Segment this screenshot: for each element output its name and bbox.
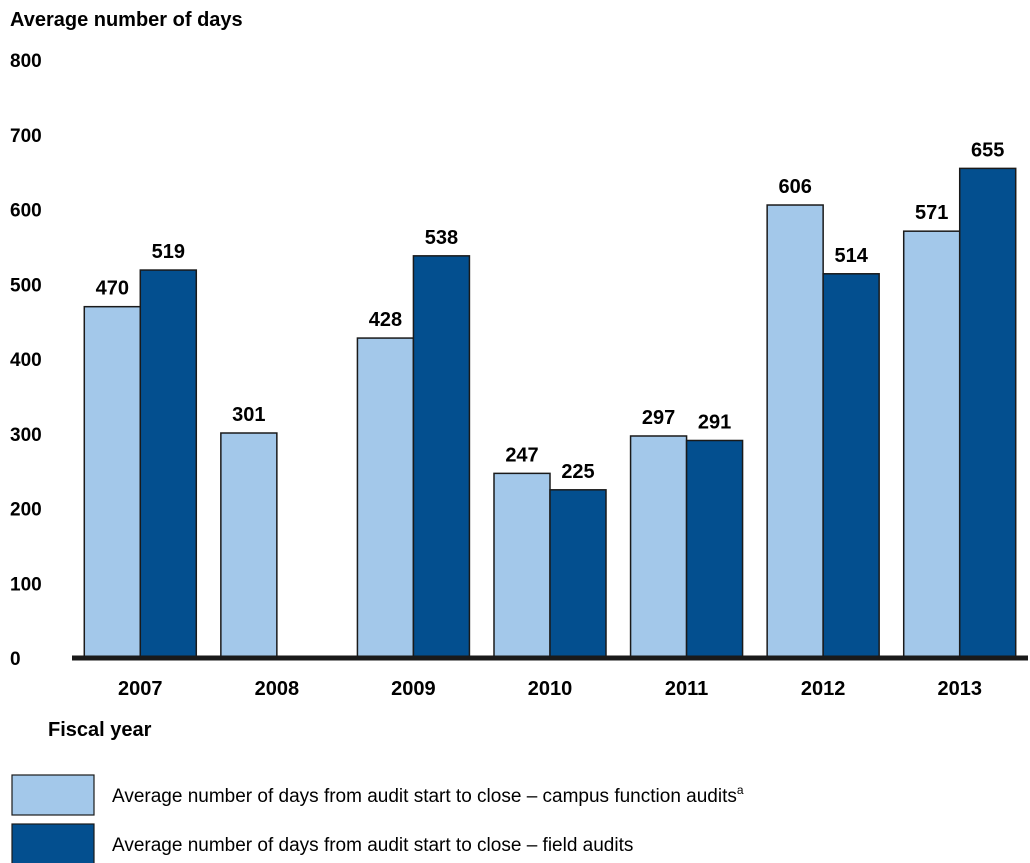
y-axis-title: Average number of days: [10, 9, 243, 31]
x-axis-ticks: 2007 2008 2009 2010 2011 2012 2013: [118, 678, 982, 700]
legend-label-campus-text: Average number of days from audit start …: [112, 786, 737, 807]
legend: Average number of days from audit start …: [11, 774, 744, 863]
data-label-2013-campus: 571: [915, 202, 948, 224]
data-label-2013-field: 655: [971, 139, 1004, 161]
bar-2010-field: [549, 489, 607, 659]
y-tick-label: 500: [10, 275, 42, 296]
x-tick-label-2009: 2009: [391, 678, 436, 700]
bar-2013-campus: [902, 230, 961, 659]
x-tick-label-2010: 2010: [528, 678, 573, 700]
data-labels: 470 519 301 428 538 247 225 297 291 606 514 571 655: [96, 139, 1005, 482]
bar-2011-field: [685, 439, 744, 659]
y-tick-label: 800: [10, 51, 42, 72]
data-label-2010-field: 225: [561, 461, 594, 483]
bar-2007-field: [139, 269, 198, 659]
bar-2008-campus: [220, 432, 278, 659]
data-label-2012-field: 514: [834, 245, 868, 267]
data-label-2012-campus: 606: [778, 176, 811, 198]
data-label-2007-field: 519: [152, 241, 185, 263]
bar-2010-campus: [493, 472, 551, 659]
legend-label-field: Average number of days from audit start …: [112, 835, 633, 856]
x-axis-title: Fiscal year: [48, 719, 152, 741]
y-axis-ticks: 0 100 200 300 400 500 600 700 800: [10, 51, 42, 670]
data-label-2009-field: 538: [425, 227, 458, 249]
data-label-2007-campus: 470: [96, 278, 129, 300]
bar-2009-field: [412, 255, 471, 659]
y-tick-label: 600: [10, 201, 42, 222]
legend-label-field-text: Average number of days from audit start …: [112, 835, 633, 856]
data-label-2010-campus: 247: [505, 444, 538, 466]
bar-2009-campus: [356, 337, 415, 659]
y-tick-label: 200: [10, 500, 42, 521]
legend-swatch-campus: [11, 774, 95, 816]
x-tick-label-2007: 2007: [118, 678, 163, 700]
legend-label-campus: Average number of days from audit start …: [112, 783, 744, 807]
y-tick-label: 400: [10, 350, 42, 371]
bar-2013-field: [958, 167, 1017, 659]
x-tick-label-2008: 2008: [255, 678, 300, 700]
bar-2007-campus: [83, 305, 142, 659]
x-tick-label-2013: 2013: [937, 678, 982, 700]
data-label-2009-campus: 428: [369, 309, 402, 331]
bars: [83, 167, 1017, 659]
bar-2012-campus: [766, 204, 824, 659]
x-tick-label-2011: 2011: [665, 678, 708, 700]
x-tick-label-2012: 2012: [801, 678, 846, 700]
bar-2011-campus: [629, 435, 688, 659]
y-tick-label: 300: [10, 425, 42, 446]
legend-label-campus-footnote: a: [737, 783, 744, 797]
data-label-2011-field: 291: [698, 411, 731, 433]
y-tick-label: 0: [10, 649, 21, 670]
y-tick-label: 700: [10, 126, 42, 147]
y-tick-label: 100: [10, 574, 42, 595]
bar-2012-field: [822, 273, 880, 659]
data-label-2011-campus: 297: [642, 407, 675, 429]
legend-swatch-field: [11, 823, 95, 863]
data-label-2008-campus: 301: [232, 404, 265, 426]
